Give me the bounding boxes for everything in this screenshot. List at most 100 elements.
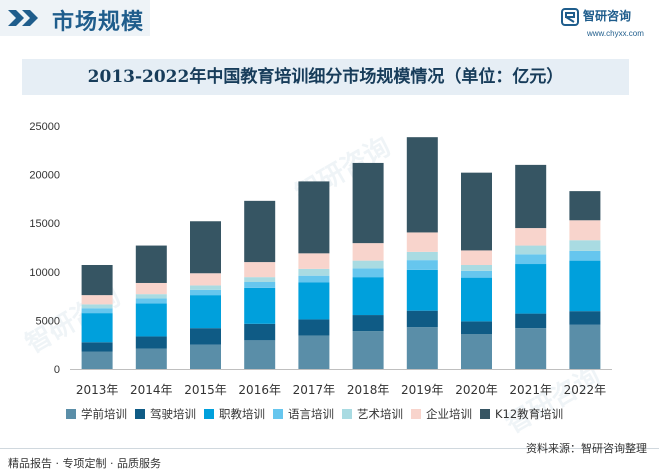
bar-segment: [406, 137, 438, 233]
x-axis: 2013年 2014年 2015年 2016年 2017年 2018年 2019年 2020年…: [70, 369, 612, 397]
legend-swatch: [135, 409, 145, 419]
header: 市场规模 智研咨询 www.chyxx.com: [0, 0, 659, 44]
legend-swatch: [342, 409, 352, 419]
bar-segment: [298, 181, 330, 254]
bar-segment: [81, 342, 113, 352]
bar-segment: [515, 264, 547, 314]
x-tick-label: 2020年: [455, 383, 498, 397]
bar-segment: [135, 294, 167, 299]
bar-segment: [135, 282, 167, 295]
bar-segment: [81, 308, 113, 314]
bar-segment: [135, 303, 167, 337]
y-tick-label: 10000: [29, 267, 60, 279]
bar-segment: [81, 313, 113, 343]
bar-segment: [569, 311, 601, 325]
chart-title-band: 2013-2022年中国教育培训细分市场规模情况（单位：亿元）: [22, 59, 629, 95]
bar-segment: [461, 321, 492, 335]
y-tick-label: 25000: [29, 121, 60, 133]
legend-label: 语言培训: [288, 407, 334, 421]
bar-segment: [569, 220, 601, 241]
bar-segment: [298, 335, 330, 369]
legend-swatch: [480, 409, 490, 419]
bar-segment: [135, 298, 167, 304]
bar-segment: [461, 277, 492, 322]
bar-segment: [406, 310, 438, 328]
x-tick-label: 2018年: [347, 383, 390, 397]
bar-segment: [244, 323, 276, 341]
bar-segment: [352, 260, 384, 269]
chart-title: 2013-2022年中国教育培训细分市场规模情况（单位：亿元）: [87, 67, 564, 87]
legend: 学前培训 驾驶培训 职教培训 语言培训 艺术培训 企业培训 K12教育培训: [66, 407, 563, 421]
bar-segment: [190, 344, 221, 369]
bar-segment: [515, 313, 547, 329]
bar-segment: [81, 351, 113, 369]
bar-segment: [569, 191, 601, 221]
bar-segment: [569, 250, 601, 261]
bar-segment: [244, 200, 276, 263]
y-tick-label: 0: [54, 364, 60, 376]
legend-label: 职教培训: [219, 407, 265, 421]
bar-segment: [190, 295, 221, 329]
x-tick-label: 2019年: [401, 383, 444, 397]
bar-segment: [298, 282, 330, 320]
double-chevron-icon: [8, 10, 38, 26]
header-bar: [0, 0, 150, 36]
logo-name: 智研咨询: [583, 9, 632, 23]
x-tick-label: 2013年: [76, 383, 119, 397]
legend-swatch: [66, 409, 76, 419]
bar-segment: [406, 327, 438, 369]
bar-segment: [298, 268, 330, 276]
legend-swatch: [411, 409, 421, 419]
bar-segment: [515, 328, 547, 369]
legend-label: 艺术培训: [357, 407, 403, 421]
bar-segment: [352, 243, 384, 261]
legend-swatch: [273, 409, 283, 419]
bar-segment: [515, 228, 547, 246]
x-tick-label: 2015年: [184, 383, 227, 397]
bar-segment: [461, 250, 492, 265]
bar-segment: [244, 282, 276, 288]
bar-segment: [298, 253, 330, 269]
bar-segment: [190, 328, 221, 345]
bar-segment: [461, 172, 492, 251]
bar-segment: [569, 324, 601, 369]
x-tick-label: 2014年: [130, 383, 173, 397]
bar-segment: [81, 304, 113, 309]
bar-segment: [461, 334, 492, 369]
bar-segment: [190, 273, 221, 286]
x-tick-label: 2022年: [564, 383, 607, 397]
bar-segment: [190, 285, 221, 290]
bar-segment: [298, 319, 330, 336]
section-title: 市场规模: [52, 10, 145, 35]
bar-segment: [569, 260, 601, 312]
legend-label: 企业培训: [426, 407, 472, 421]
bar-segment: [569, 240, 601, 251]
bar-segment: [81, 295, 113, 305]
bar-segment: [461, 270, 492, 278]
footer: 精品报告 · 专项定制 · 品质服务 资料来源：智研咨询整理: [0, 442, 659, 476]
data-source: 资料来源：智研咨询整理: [526, 442, 647, 455]
bar-segment: [515, 164, 547, 229]
y-tick-label: 20000: [29, 170, 60, 182]
bar-segment: [135, 336, 167, 349]
y-tick-label: 15000: [29, 218, 60, 230]
logo-url: www.chyxx.com: [587, 29, 644, 38]
bar-segment: [135, 348, 167, 369]
bar-segment: [352, 315, 384, 332]
bar-segment: [244, 262, 276, 278]
bar-segment: [298, 275, 330, 283]
footer-divider: [0, 448, 659, 449]
bar-segment: [190, 289, 221, 296]
bar-segment: [406, 251, 438, 261]
bar-segment: [406, 260, 438, 270]
bar-segment: [244, 277, 276, 283]
legend-label: 学前培训: [81, 407, 127, 421]
footer-tagline: 精品报告 · 专项定制 · 品质服务: [8, 457, 161, 470]
bar-segment: [135, 245, 167, 283]
logo-icon: [561, 8, 579, 26]
x-tick-label: 2016年: [238, 383, 281, 397]
bar-segment: [190, 221, 221, 274]
legend-label: K12教育培训: [495, 407, 563, 421]
legend-label: 驾驶培训: [150, 407, 196, 421]
